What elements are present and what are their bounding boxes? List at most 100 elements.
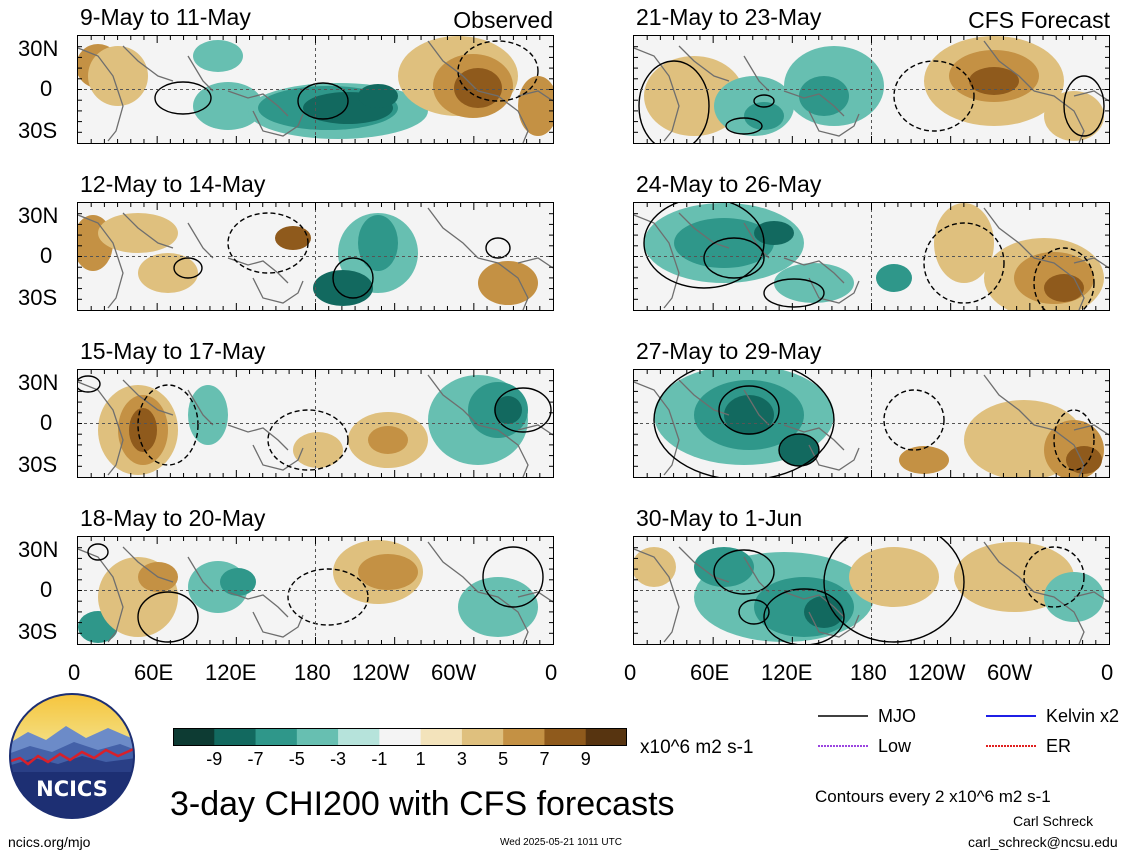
panel-title-7: 27-May to 29-May xyxy=(636,338,822,364)
suppressed-convection-area xyxy=(849,547,939,607)
colorbar-units: x10^6 m2 s-1 xyxy=(640,737,754,758)
coastline xyxy=(517,591,553,603)
enhanced-convection-area xyxy=(188,385,228,445)
lat-label-30n: 30N xyxy=(18,537,59,562)
coastline xyxy=(517,424,553,436)
colorbar-tick-label: -9 xyxy=(206,749,223,769)
mjo-contour xyxy=(227,212,309,274)
coastline xyxy=(783,90,845,117)
coastline xyxy=(1073,257,1109,269)
mjo-contour xyxy=(638,60,710,143)
lat-label-30s: 30S xyxy=(18,285,58,310)
footer-email[interactable]: carl_schreck@ncsu.edu xyxy=(968,834,1118,850)
coastline xyxy=(252,277,304,304)
map-panel-4 xyxy=(77,536,554,645)
coastline xyxy=(78,548,124,643)
lat-label-eq: 0 xyxy=(40,76,53,101)
mjo-contour xyxy=(154,81,212,115)
lon-label: 60E xyxy=(690,660,730,685)
coastline xyxy=(743,556,770,593)
coastline xyxy=(743,55,770,92)
colorbar-tick-label: 1 xyxy=(415,749,426,769)
coastline xyxy=(983,207,1035,259)
coastline xyxy=(187,556,214,593)
coastline xyxy=(1073,424,1109,436)
mjo-contour xyxy=(137,591,199,643)
coastline xyxy=(427,207,479,259)
suppressed-convection-area xyxy=(129,408,157,452)
enhanced-convection-area xyxy=(220,568,256,596)
mjo-contour xyxy=(494,387,552,433)
lat-label-30n: 30N xyxy=(18,370,59,395)
mjo-contour xyxy=(725,117,763,135)
coastline xyxy=(252,110,304,137)
coastline xyxy=(678,45,730,82)
footer-timestamp: Wed 2025-05-21 1011 UTC xyxy=(500,837,622,848)
coastline xyxy=(634,548,680,643)
coastline xyxy=(808,110,860,137)
line-legend: MJO Kelvin x2 Low ER xyxy=(818,706,1128,766)
mjo-contour xyxy=(893,60,975,132)
coastline xyxy=(783,257,845,284)
coastline xyxy=(1073,90,1109,102)
contour-note: Contours every 2 x10^6 m2 s-1 xyxy=(815,787,1051,806)
mjo-contour xyxy=(1063,75,1105,137)
suppressed-convection-area xyxy=(293,432,343,468)
footer-author: Carl Schreck xyxy=(1013,813,1094,829)
coastline xyxy=(252,444,304,471)
enhanced-convection-area xyxy=(494,396,522,424)
coastline xyxy=(1033,591,1085,644)
colorbar-swatch xyxy=(585,728,628,746)
map-panel-7 xyxy=(633,369,1110,478)
mjo-contour xyxy=(297,82,349,120)
footer-url[interactable]: ncics.org/mjo xyxy=(8,834,91,850)
colorbar-tick-label: 5 xyxy=(498,749,509,769)
mjo-contour xyxy=(1053,409,1095,471)
colorbar-swatch xyxy=(544,728,587,746)
colorbar-swatch xyxy=(296,728,339,746)
coastline xyxy=(477,591,529,644)
coastline xyxy=(808,277,860,304)
mjo-contour xyxy=(1023,546,1085,608)
colorbar-swatch xyxy=(503,728,545,746)
map-panel-1 xyxy=(77,35,554,144)
coastline xyxy=(477,257,529,310)
mjo-contour xyxy=(1033,247,1095,310)
coastline xyxy=(427,374,479,426)
coastline xyxy=(1033,424,1085,477)
colorbar-tick-label: -1 xyxy=(371,749,388,769)
mjo-contour xyxy=(643,203,765,289)
suppressed-convection-area xyxy=(138,253,198,293)
mjo-contour xyxy=(718,385,780,435)
coastline xyxy=(252,611,304,638)
mjo-contour xyxy=(173,257,203,279)
colorbar-tick-label: -5 xyxy=(288,749,305,769)
coastline xyxy=(187,389,214,426)
mjo-contour xyxy=(753,94,775,108)
map-panel-5 xyxy=(633,35,1110,144)
colorbar-swatch xyxy=(379,728,422,746)
ncics-logo: NCICS xyxy=(8,692,136,820)
panel-title-1: 9-May to 11-May xyxy=(80,4,251,30)
coastline xyxy=(227,257,289,284)
coastline xyxy=(1033,257,1085,310)
enhanced-convection-area xyxy=(876,264,912,292)
mjo-contour xyxy=(823,537,965,643)
coastline xyxy=(808,611,860,638)
legend-mjo-label: MJO xyxy=(878,706,916,726)
main-title: 3-day CHI200 with CFS forecasts xyxy=(170,785,675,823)
suppressed-convection-area xyxy=(899,446,949,474)
colorbar-tick-labels: -9 -7 -5 -3 -1 1 3 5 7 9 xyxy=(173,750,627,772)
suppressed-convection-area xyxy=(969,67,1019,95)
coastline xyxy=(477,90,529,143)
mjo-contour xyxy=(883,389,945,451)
panel-title-4: 18-May to 20-May xyxy=(80,505,266,531)
coastline xyxy=(634,381,680,476)
panel-title-6: 24-May to 26-May xyxy=(636,171,822,197)
coastline xyxy=(227,90,289,117)
colorbar-swatch xyxy=(420,728,463,746)
suppressed-convection-area xyxy=(368,426,408,454)
mjo-contour xyxy=(267,409,349,471)
enhanced-convection-area xyxy=(724,395,774,435)
coastline xyxy=(122,45,174,82)
